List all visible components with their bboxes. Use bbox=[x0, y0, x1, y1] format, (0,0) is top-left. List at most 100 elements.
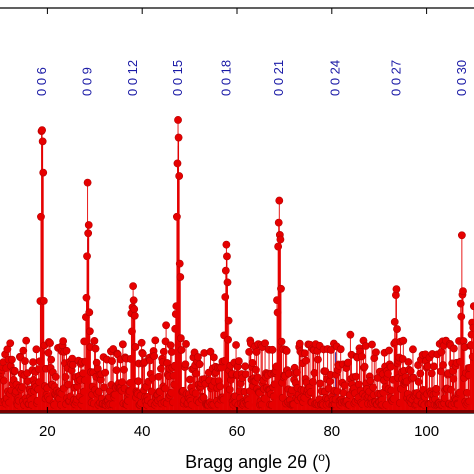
data-point bbox=[368, 340, 376, 349]
data-point bbox=[44, 348, 53, 357]
data-point bbox=[459, 287, 467, 296]
reflection-label: 0 0 18 bbox=[219, 60, 234, 96]
reflection-labels: 0 0 6 0 0 9 0 0 12 0 0 15 0 0 18 0 0 21 0 0 24… bbox=[34, 60, 469, 96]
data-point bbox=[112, 366, 121, 375]
data-point bbox=[173, 159, 182, 168]
data-point bbox=[385, 346, 393, 355]
data-point bbox=[224, 335, 232, 344]
data-point bbox=[161, 337, 170, 346]
data-point bbox=[19, 346, 28, 355]
data-point bbox=[162, 321, 170, 330]
data-point bbox=[51, 373, 60, 381]
data-point bbox=[134, 377, 143, 386]
data-point bbox=[457, 231, 466, 240]
data-point bbox=[84, 229, 93, 238]
data-point bbox=[177, 346, 186, 354]
reflection-label: 0 0 12 bbox=[125, 60, 140, 96]
data-point bbox=[21, 357, 29, 365]
data-point bbox=[174, 116, 182, 124]
data-point bbox=[282, 347, 291, 355]
data-point bbox=[416, 369, 425, 378]
x-axis-unit-superscript: o bbox=[318, 450, 325, 464]
data-point bbox=[390, 317, 399, 326]
data-point bbox=[241, 370, 250, 379]
data-point bbox=[430, 362, 438, 371]
data-point bbox=[268, 345, 277, 354]
data-point bbox=[32, 345, 41, 354]
data-point bbox=[469, 323, 474, 332]
data-point bbox=[232, 341, 240, 349]
reflection-label: 0 0 21 bbox=[271, 60, 286, 96]
data-point bbox=[221, 266, 230, 275]
data-point bbox=[275, 196, 284, 205]
data-point bbox=[182, 340, 190, 348]
data-point bbox=[300, 349, 309, 358]
data-point bbox=[252, 365, 260, 374]
data-point bbox=[261, 339, 269, 348]
reflection-label: 0 0 30 bbox=[454, 60, 469, 96]
data-point bbox=[6, 339, 15, 348]
data-point bbox=[360, 362, 369, 371]
top-ticks bbox=[46, 8, 428, 14]
data-point bbox=[406, 367, 415, 376]
data-point bbox=[85, 308, 94, 317]
x-tick-label: 80 bbox=[323, 423, 340, 440]
reflection-label: 0 0 15 bbox=[170, 60, 185, 96]
data-point bbox=[469, 302, 474, 311]
data-point bbox=[129, 282, 137, 291]
data-point bbox=[101, 368, 110, 377]
data-point bbox=[85, 327, 94, 336]
data-point bbox=[352, 372, 360, 381]
data-point bbox=[175, 172, 184, 180]
data-point bbox=[277, 284, 285, 293]
data-point bbox=[372, 348, 380, 357]
data-point bbox=[194, 353, 202, 361]
data-point bbox=[39, 168, 48, 177]
data-point bbox=[167, 348, 176, 356]
data-point bbox=[223, 278, 232, 287]
data-point bbox=[276, 235, 285, 244]
data-point bbox=[61, 373, 70, 381]
data-point bbox=[8, 355, 16, 364]
data-point bbox=[192, 369, 201, 378]
data-point bbox=[457, 312, 466, 321]
data-point bbox=[100, 383, 108, 392]
data-point bbox=[200, 349, 209, 357]
data-point bbox=[427, 369, 436, 378]
data-point bbox=[327, 346, 335, 354]
data-point bbox=[222, 240, 231, 249]
data-point bbox=[206, 347, 215, 356]
data-point bbox=[176, 273, 185, 281]
data-point bbox=[366, 376, 375, 385]
data-point bbox=[22, 336, 31, 345]
data-point bbox=[439, 361, 447, 369]
data-point bbox=[47, 355, 56, 364]
data-point bbox=[252, 348, 261, 356]
data-point bbox=[129, 296, 138, 305]
data-point bbox=[130, 311, 139, 320]
reflection-label: 0 0 27 bbox=[388, 60, 403, 96]
data-point bbox=[295, 339, 304, 348]
data-point bbox=[274, 218, 283, 227]
data-point bbox=[39, 296, 48, 305]
data-point bbox=[38, 126, 46, 135]
data-point bbox=[404, 358, 413, 366]
data-point bbox=[10, 366, 19, 375]
data-point bbox=[336, 345, 345, 354]
data-point bbox=[346, 330, 355, 339]
data-point bbox=[326, 377, 334, 386]
data-point bbox=[90, 337, 99, 345]
data-point bbox=[234, 357, 243, 365]
data-point bbox=[29, 358, 37, 366]
data-point bbox=[468, 352, 474, 361]
data-points bbox=[0, 116, 474, 413]
data-point bbox=[333, 387, 342, 396]
data-point bbox=[386, 362, 395, 371]
data-point bbox=[409, 345, 417, 354]
data-point bbox=[166, 341, 175, 350]
data-point bbox=[108, 357, 116, 365]
x-tick-label: 40 bbox=[134, 423, 151, 440]
data-point bbox=[223, 252, 231, 261]
data-point bbox=[209, 353, 218, 362]
data-point bbox=[131, 343, 140, 351]
